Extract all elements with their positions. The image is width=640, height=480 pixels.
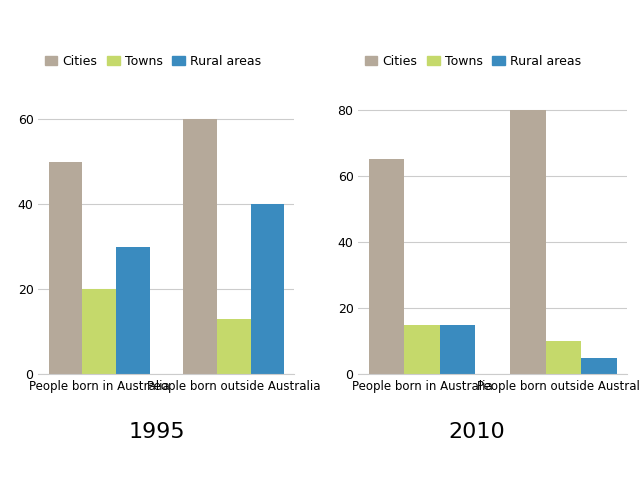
Bar bbox=[251, 204, 284, 374]
Bar bbox=[546, 341, 581, 374]
Legend: Cities, Towns, Rural areas: Cities, Towns, Rural areas bbox=[45, 55, 261, 68]
Bar bbox=[511, 110, 546, 374]
Bar bbox=[581, 358, 616, 374]
Bar bbox=[217, 319, 251, 374]
Bar bbox=[369, 159, 404, 374]
Bar bbox=[49, 162, 82, 374]
Text: 2010: 2010 bbox=[449, 422, 505, 442]
Bar bbox=[116, 247, 150, 374]
Legend: Cities, Towns, Rural areas: Cities, Towns, Rural areas bbox=[365, 55, 581, 68]
Bar bbox=[440, 325, 475, 374]
Bar bbox=[82, 289, 116, 374]
Bar bbox=[404, 325, 440, 374]
Bar bbox=[183, 120, 217, 374]
Text: 1995: 1995 bbox=[129, 422, 185, 442]
